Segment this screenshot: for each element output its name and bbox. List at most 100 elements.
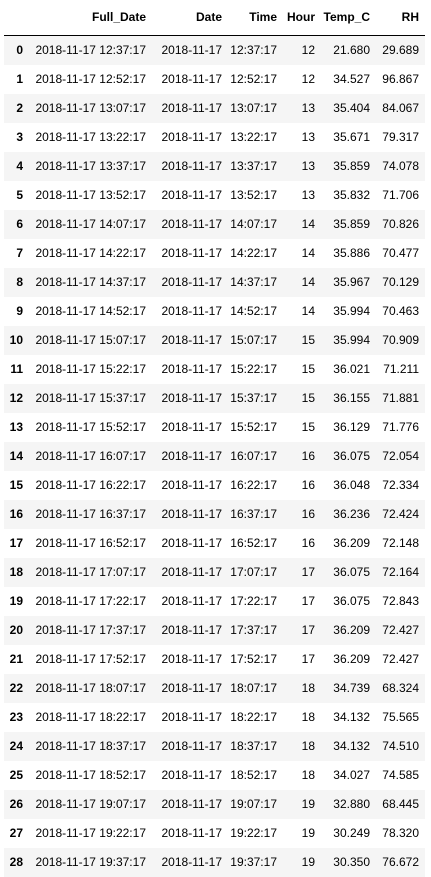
cell-temp-c: 36.209 [321, 529, 376, 558]
cell-full-date: 2018-11-17 13:22:17 [29, 123, 152, 152]
column-header-temp-c: Temp_C [321, 0, 376, 36]
cell-hour: 13 [283, 94, 321, 123]
header-row: Full_Date Date Time Hour Temp_C RH [4, 0, 425, 36]
cell-full-date: 2018-11-17 14:07:17 [29, 210, 152, 239]
cell-full-date: 2018-11-17 14:52:17 [29, 297, 152, 326]
cell-full-date: 2018-11-17 13:52:17 [29, 181, 152, 210]
cell-temp-c: 34.132 [321, 732, 376, 761]
cell-full-date: 2018-11-17 13:37:17 [29, 152, 152, 181]
cell-temp-c: 36.209 [321, 645, 376, 674]
cell-hour: 14 [283, 297, 321, 326]
row-index: 15 [4, 471, 29, 500]
row-index: 13 [4, 413, 29, 442]
cell-rh: 72.843 [376, 587, 425, 616]
cell-hour: 13 [283, 152, 321, 181]
cell-time: 19:22:17 [228, 819, 283, 848]
cell-full-date: 2018-11-17 15:37:17 [29, 384, 152, 413]
row-index: 28 [4, 848, 29, 877]
cell-temp-c: 36.075 [321, 442, 376, 471]
cell-time: 14:22:17 [228, 239, 283, 268]
cell-time: 15:22:17 [228, 355, 283, 384]
row-index: 17 [4, 529, 29, 558]
cell-temp-c: 36.048 [321, 471, 376, 500]
cell-full-date: 2018-11-17 18:52:17 [29, 761, 152, 790]
cell-rh: 71.881 [376, 384, 425, 413]
table-header: Full_Date Date Time Hour Temp_C RH [4, 0, 425, 36]
cell-time: 19:07:17 [228, 790, 283, 819]
row-index: 27 [4, 819, 29, 848]
row-index: 26 [4, 790, 29, 819]
cell-temp-c: 35.404 [321, 94, 376, 123]
cell-time: 12:37:17 [228, 36, 283, 66]
column-header-rh: RH [376, 0, 425, 36]
cell-hour: 14 [283, 268, 321, 297]
cell-hour: 16 [283, 442, 321, 471]
cell-time: 14:52:17 [228, 297, 283, 326]
cell-temp-c: 34.739 [321, 674, 376, 703]
row-index: 0 [4, 36, 29, 66]
row-index: 25 [4, 761, 29, 790]
cell-time: 15:52:17 [228, 413, 283, 442]
cell-rh: 72.054 [376, 442, 425, 471]
cell-hour: 16 [283, 471, 321, 500]
cell-time: 19:37:17 [228, 848, 283, 877]
cell-rh: 70.463 [376, 297, 425, 326]
cell-date: 2018-11-17 [152, 181, 228, 210]
row-index: 11 [4, 355, 29, 384]
cell-hour: 18 [283, 761, 321, 790]
cell-rh: 72.427 [376, 645, 425, 674]
cell-time: 12:52:17 [228, 65, 283, 94]
cell-date: 2018-11-17 [152, 732, 228, 761]
cell-full-date: 2018-11-17 16:22:17 [29, 471, 152, 500]
cell-full-date: 2018-11-17 16:07:17 [29, 442, 152, 471]
cell-rh: 71.706 [376, 181, 425, 210]
cell-rh: 71.776 [376, 413, 425, 442]
cell-date: 2018-11-17 [152, 645, 228, 674]
cell-temp-c: 35.859 [321, 210, 376, 239]
cell-full-date: 2018-11-17 12:52:17 [29, 65, 152, 94]
row-index: 22 [4, 674, 29, 703]
cell-rh: 29.689 [376, 36, 425, 66]
cell-date: 2018-11-17 [152, 36, 228, 66]
column-header-time: Time [228, 0, 283, 36]
row-index: 4 [4, 152, 29, 181]
cell-full-date: 2018-11-17 18:07:17 [29, 674, 152, 703]
cell-temp-c: 36.209 [321, 616, 376, 645]
cell-temp-c: 34.132 [321, 703, 376, 732]
cell-rh: 75.565 [376, 703, 425, 732]
row-index: 2 [4, 94, 29, 123]
cell-temp-c: 36.075 [321, 587, 376, 616]
cell-temp-c: 34.527 [321, 65, 376, 94]
cell-temp-c: 36.236 [321, 500, 376, 529]
row-index: 1 [4, 65, 29, 94]
cell-hour: 13 [283, 123, 321, 152]
cell-temp-c: 35.671 [321, 123, 376, 152]
cell-temp-c: 30.350 [321, 848, 376, 877]
cell-hour: 12 [283, 36, 321, 66]
cell-date: 2018-11-17 [152, 384, 228, 413]
cell-temp-c: 21.680 [321, 36, 376, 66]
cell-full-date: 2018-11-17 18:22:17 [29, 703, 152, 732]
cell-full-date: 2018-11-17 19:37:17 [29, 848, 152, 877]
cell-time: 13:07:17 [228, 94, 283, 123]
cell-temp-c: 35.967 [321, 268, 376, 297]
row-index: 19 [4, 587, 29, 616]
cell-time: 16:22:17 [228, 471, 283, 500]
